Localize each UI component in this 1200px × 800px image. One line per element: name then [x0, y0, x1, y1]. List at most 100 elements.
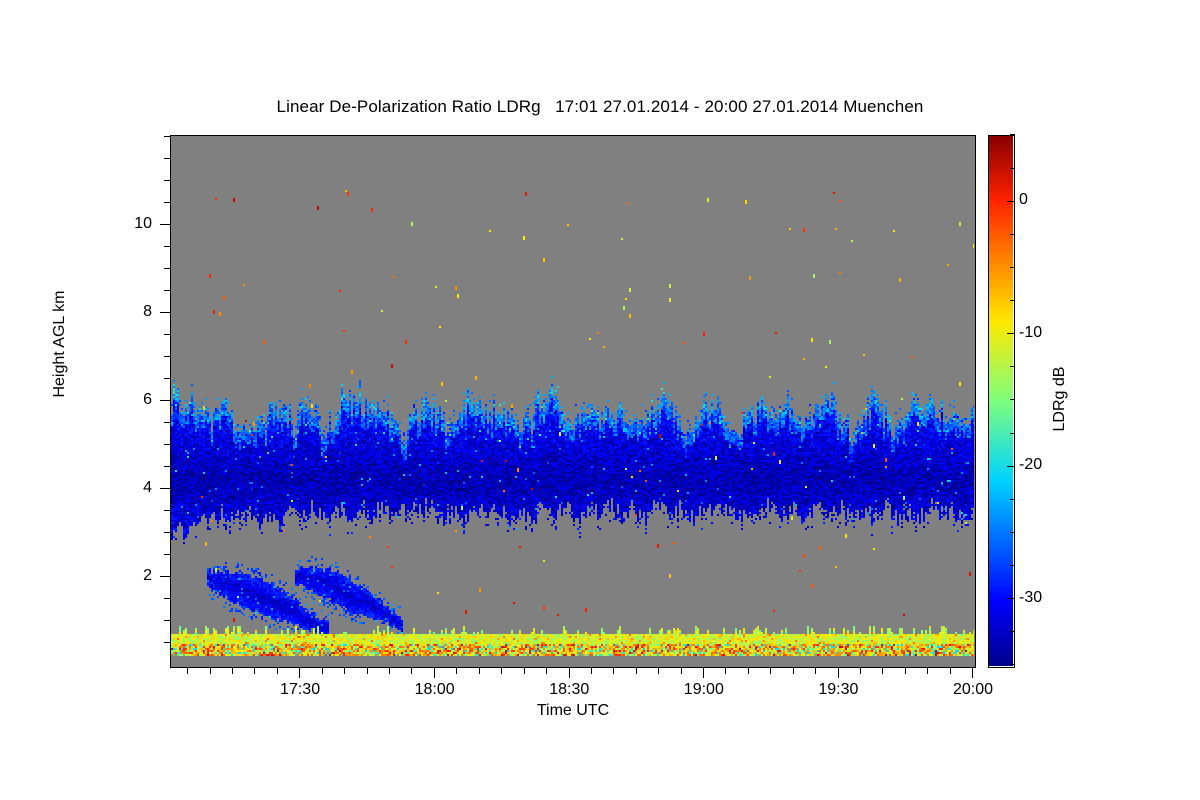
colorbar-label: LDRg dB [1051, 366, 1068, 432]
y-tick-mark-minor [164, 510, 170, 512]
colorbar-tick-mark-minor [1010, 631, 1015, 633]
x-tick-mark-minor [613, 668, 615, 674]
x-tick-mark-minor [949, 668, 951, 674]
x-tick-mark-minor [456, 668, 458, 674]
y-tick-mark [160, 488, 170, 490]
colorbar-tick-mark-minor [1010, 565, 1015, 567]
colorbar-tick-mark-minor [1010, 167, 1015, 169]
y-tick-mark-minor [164, 334, 170, 336]
x-tick-mark-minor [658, 668, 660, 674]
colorbar-tick-label: -30 [1019, 588, 1043, 606]
colorbar-tick-mark [1007, 333, 1015, 335]
x-tick-mark-minor [389, 668, 391, 674]
x-tick-mark-minor [680, 668, 682, 674]
x-tick-mark-minor [232, 668, 234, 674]
y-axis-label: Height AGL km [51, 290, 68, 398]
x-tick-mark-minor [590, 668, 592, 674]
colorbar-tick-mark-minor [1010, 498, 1015, 500]
x-tick-mark [837, 668, 839, 678]
x-tick-mark-minor [882, 668, 884, 674]
x-tick-mark-minor [187, 668, 189, 674]
x-tick-label: 18:30 [549, 681, 590, 698]
x-tick-label: 17:30 [280, 681, 321, 698]
y-tick-mark-minor [164, 598, 170, 600]
x-tick-mark-minor [254, 668, 256, 674]
y-tick-label: 10 [134, 215, 152, 233]
x-tick-mark [703, 668, 705, 678]
y-tick-mark-minor [164, 180, 170, 182]
colorbar-tick-mark-minor [1010, 531, 1015, 533]
x-tick-label: 18:00 [414, 681, 455, 698]
y-tick-mark-minor [164, 378, 170, 380]
y-tick-mark [160, 400, 170, 402]
colorbar-tick-mark-minor [1010, 399, 1015, 401]
y-tick-label: 6 [143, 391, 152, 409]
colorbar-tick-mark [1007, 598, 1015, 600]
x-tick-mark-minor [635, 668, 637, 674]
y-tick-mark-minor [164, 554, 170, 556]
x-tick-mark [299, 668, 301, 678]
y-tick-mark-minor [164, 290, 170, 292]
y-tick-mark-minor [164, 466, 170, 468]
x-tick-mark-minor [904, 668, 906, 674]
colorbar-tick-mark-minor [1010, 300, 1015, 302]
x-tick-mark [972, 668, 974, 678]
y-tick-label: 4 [143, 479, 152, 497]
x-tick-mark-minor [344, 668, 346, 674]
x-tick-mark-minor [411, 668, 413, 674]
y-tick-label: 8 [143, 303, 152, 321]
colorbar-tick-mark-minor [1010, 664, 1015, 666]
x-tick-mark-minor [501, 668, 503, 674]
x-tick-label: 19:30 [818, 681, 859, 698]
y-tick-mark-minor [164, 136, 170, 138]
x-tick-mark-minor [276, 668, 278, 674]
y-tick-mark-minor [164, 158, 170, 160]
y-tick-mark-minor [164, 356, 170, 358]
x-tick-mark-minor [860, 668, 862, 674]
y-tick-mark-minor [164, 422, 170, 424]
colorbar-tick-mark-minor [1010, 233, 1015, 235]
x-tick-mark-minor [321, 668, 323, 674]
y-tick-mark [160, 312, 170, 314]
colorbar-tick-mark-minor [1010, 266, 1015, 268]
colorbar-gradient [989, 136, 1013, 666]
x-axis-label: Time UTC [536, 702, 610, 719]
y-tick-label: 2 [143, 567, 152, 585]
x-tick-label: 19:00 [683, 681, 724, 698]
y-tick-mark-minor [164, 532, 170, 534]
colorbar-tick-label: -20 [1019, 456, 1043, 474]
y-tick-mark-minor [164, 642, 170, 644]
radar-heatmap-canvas[interactable] [171, 136, 974, 666]
x-tick-mark-minor [366, 668, 368, 674]
x-tick-mark-minor [792, 668, 794, 674]
colorbar-tick-label: -10 [1019, 323, 1043, 341]
x-tick-mark-minor [747, 668, 749, 674]
colorbar[interactable] [988, 135, 1015, 668]
colorbar-tick-mark-minor [1010, 432, 1015, 434]
x-tick-label: 20:00 [952, 681, 994, 698]
colorbar-tick-label: 0 [1019, 191, 1028, 209]
x-tick-mark [568, 668, 570, 678]
y-tick-mark-minor [164, 268, 170, 270]
plot-axes-area[interactable] [170, 135, 976, 668]
colorbar-tick-mark-minor [1010, 366, 1015, 368]
colorbar-tick-mark [1007, 465, 1015, 467]
x-tick-mark-minor [546, 668, 548, 674]
x-tick-mark [433, 668, 435, 678]
y-tick-mark [160, 576, 170, 578]
y-tick-mark-minor [164, 246, 170, 248]
x-tick-mark-minor [815, 668, 817, 674]
page-title: Linear De-Polarization Ratio LDRg 17:01 … [276, 97, 924, 116]
x-tick-mark-minor [209, 668, 211, 674]
colorbar-tick-mark-minor [1010, 134, 1015, 136]
y-tick-mark [160, 224, 170, 226]
colorbar-tick-mark [1007, 200, 1015, 202]
x-tick-mark-minor [927, 668, 929, 674]
y-tick-mark-minor [164, 202, 170, 204]
y-tick-mark-minor [164, 444, 170, 446]
y-tick-mark-minor [164, 620, 170, 622]
x-tick-mark-minor [523, 668, 525, 674]
x-tick-mark-minor [770, 668, 772, 674]
x-tick-mark-minor [725, 668, 727, 674]
